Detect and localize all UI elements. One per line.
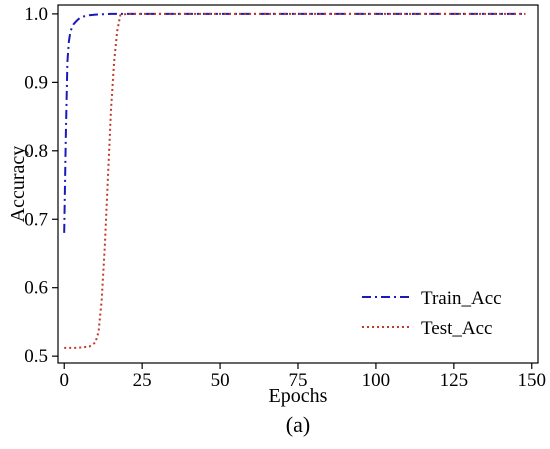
series-layer [63, 12, 526, 349]
x-tick-label: 50 [211, 370, 230, 391]
x-axis-ticks: 0 25 50 75 100 125 150 [59, 363, 546, 391]
x-tick-label: 125 [440, 370, 469, 391]
x-tick-label: 100 [362, 370, 391, 391]
legend-label-test-acc: Test_Acc [421, 318, 492, 339]
legend-label-train-acc: Train_Acc [421, 288, 502, 309]
y-tick-label: 1.0 [24, 4, 48, 25]
x-tick-label: 75 [289, 370, 308, 391]
y-tick-label: 0.9 [24, 72, 48, 93]
x-tick-label: 25 [133, 370, 152, 391]
x-axis-label: Epochs [269, 385, 328, 407]
y-tick-label: 0.5 [24, 346, 48, 367]
plot-frame [57, 4, 539, 364]
legend: Train_Acc Test_Acc [362, 288, 502, 339]
y-axis-ticks: 0.5 0.6 0.7 0.8 0.9 1.0 [24, 4, 58, 367]
series-line-train-acc [63, 12, 526, 233]
y-tick-label: 0.6 [24, 278, 48, 299]
y-tick-label: 0.7 [24, 209, 48, 230]
figure-caption: (a) [286, 412, 310, 437]
x-tick-label: 150 [518, 370, 547, 391]
y-axis-label: Accuracy [7, 146, 29, 223]
x-tick-label: 0 [59, 370, 69, 391]
y-tick-label: 0.8 [24, 141, 48, 162]
